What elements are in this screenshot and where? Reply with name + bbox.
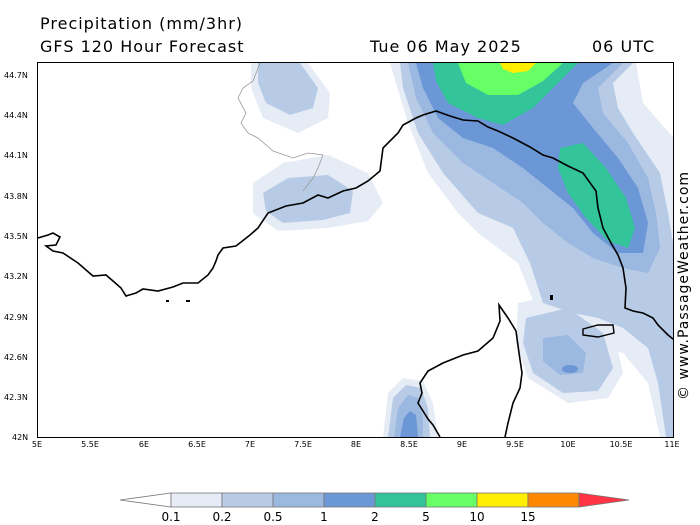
precip-10-area	[500, 63, 536, 73]
lon-label-9.5: 9.5E	[506, 440, 524, 449]
legend-swatch	[374, 492, 427, 508]
legend-value-1: 1	[320, 510, 328, 524]
island-markers	[166, 295, 615, 338]
lon-label-8.5: 8.5E	[400, 440, 418, 449]
legend-value-0.1: 0.1	[161, 510, 181, 524]
legend-value-0.5: 0.5	[263, 510, 283, 524]
lon-label-10.5: 10.5E	[609, 440, 633, 449]
legend-arrow-low	[119, 492, 172, 508]
coastline-mainland	[38, 110, 673, 341]
forecast-time: 06 UTC	[592, 37, 656, 56]
lat-label-44.7: 44.7N	[4, 71, 28, 80]
lon-label-9: 9E	[456, 440, 468, 449]
legend-value-10: 10	[469, 510, 485, 524]
legend-swatch	[323, 492, 376, 508]
credit-text: © www.PassageWeather.com	[676, 170, 692, 400]
lon-label-5: 5E	[31, 440, 43, 449]
legend-arrow-high	[578, 492, 630, 508]
precip-5-area	[458, 63, 563, 95]
legend-swatch	[527, 492, 580, 508]
precipitation-map	[38, 63, 673, 437]
inland-border-line	[237, 63, 324, 192]
legend-value-15: 15	[520, 510, 536, 524]
lat-label-44.4: 44.4N	[4, 111, 28, 120]
legend-swatch	[476, 492, 529, 508]
lon-label-7: 7E	[244, 440, 256, 449]
lon-label-6: 6E	[138, 440, 150, 449]
lat-label-43.5: 43.5N	[4, 232, 28, 241]
legend-swatch	[170, 492, 223, 508]
forecast-subtitle: GFS 120 Hour Forecast	[40, 37, 245, 56]
lon-label-6.5: 6.5E	[188, 440, 206, 449]
legend-value-0.2: 0.2	[212, 510, 232, 524]
legend-swatch	[272, 492, 325, 508]
lat-label-42: 42N	[12, 433, 29, 442]
legend-swatch	[425, 492, 478, 508]
legend-value-2: 2	[371, 510, 379, 524]
coastline-corsica	[417, 302, 523, 437]
legend-swatch	[221, 492, 274, 508]
lon-label-11: 11E	[664, 440, 680, 449]
map-panel	[37, 62, 674, 438]
lat-label-42.3: 42.3N	[4, 393, 28, 402]
lat-label-43.8: 43.8N	[4, 192, 28, 201]
lon-label-7.5: 7.5E	[294, 440, 312, 449]
lat-label-42.6: 42.6N	[4, 353, 28, 362]
forecast-date: Tue 06 May 2025	[370, 37, 522, 56]
legend-value-5: 5	[422, 510, 430, 524]
map-title: Precipitation (mm/3hr)	[40, 14, 244, 33]
lon-label-8: 8E	[350, 440, 362, 449]
lon-label-10: 10E	[560, 440, 576, 449]
lon-label-5.5: 5.5E	[81, 440, 99, 449]
lat-label-44.1: 44.1N	[4, 151, 28, 160]
lat-label-43.2: 43.2N	[4, 272, 28, 281]
lat-label-42.9: 42.9N	[4, 313, 28, 322]
